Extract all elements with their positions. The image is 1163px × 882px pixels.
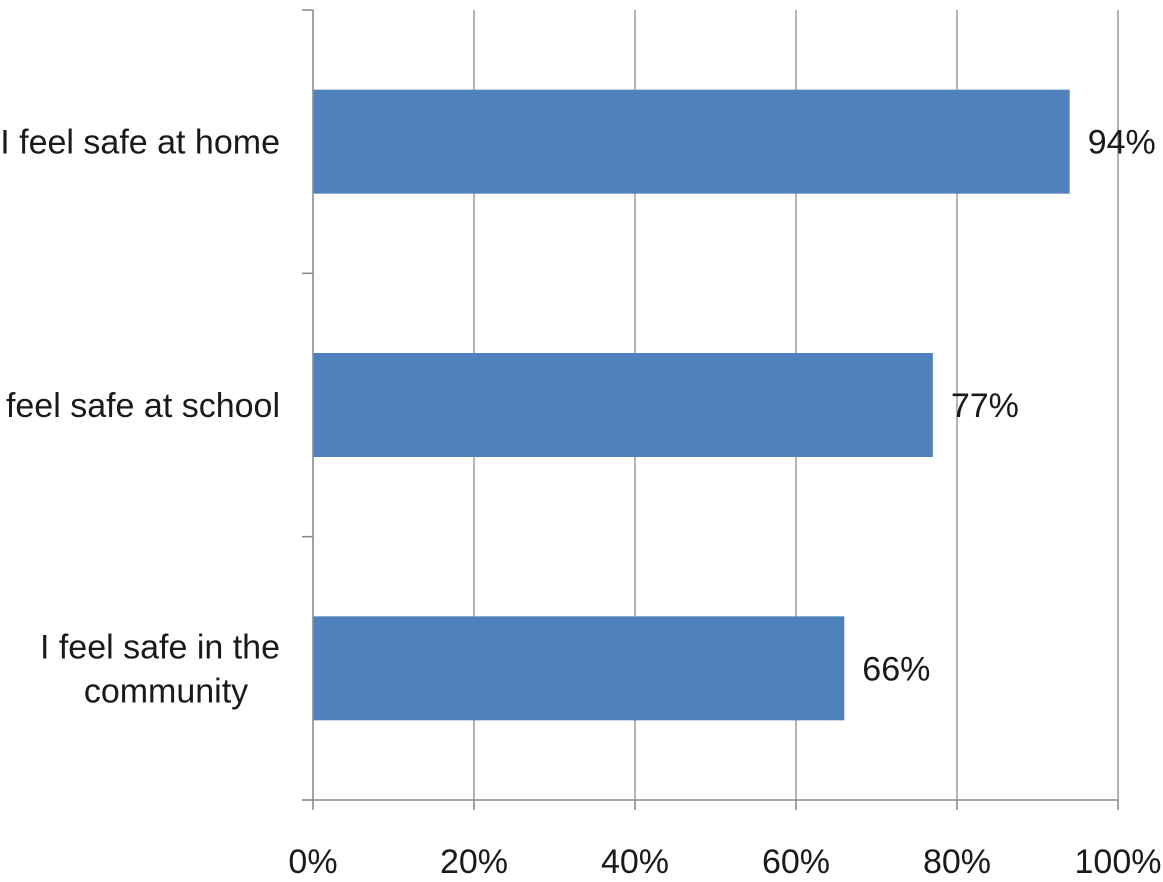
bar-0: [313, 89, 1070, 194]
x-tick-label-60: 60%: [762, 843, 830, 881]
category-label-line-0-0: I feel safe at home: [0, 124, 280, 162]
category-label-line-2-0: I feel safe in the: [40, 628, 280, 666]
axes: [302, 9, 1119, 810]
x-tick-label-40: 40%: [601, 843, 669, 881]
bar-2: [313, 616, 845, 721]
labels: 0% 20% 40% 60% 80% 100% 94% I feel safe at home…: [0, 124, 1161, 881]
category-label-line-1-0: I feel safe at school: [0, 387, 280, 425]
x-tick-label-20: 20%: [440, 843, 508, 881]
category-label-1: I feel safe at school: [0, 387, 280, 425]
category-label-0: I feel safe at home: [0, 124, 280, 162]
category-label-line-2-1: community: [84, 672, 248, 710]
x-tick-label-80: 80%: [923, 843, 991, 881]
x-tick-label-0: 0%: [288, 843, 337, 881]
x-tick-label-100: 100%: [1075, 843, 1162, 881]
data-label-2: 66%: [862, 650, 930, 688]
bar-1: [313, 353, 933, 457]
data-label-1: 77%: [951, 387, 1019, 425]
bars: [313, 89, 1070, 721]
data-label-0: 94%: [1088, 124, 1156, 162]
category-label-2: I feel safe in the community: [40, 628, 280, 710]
